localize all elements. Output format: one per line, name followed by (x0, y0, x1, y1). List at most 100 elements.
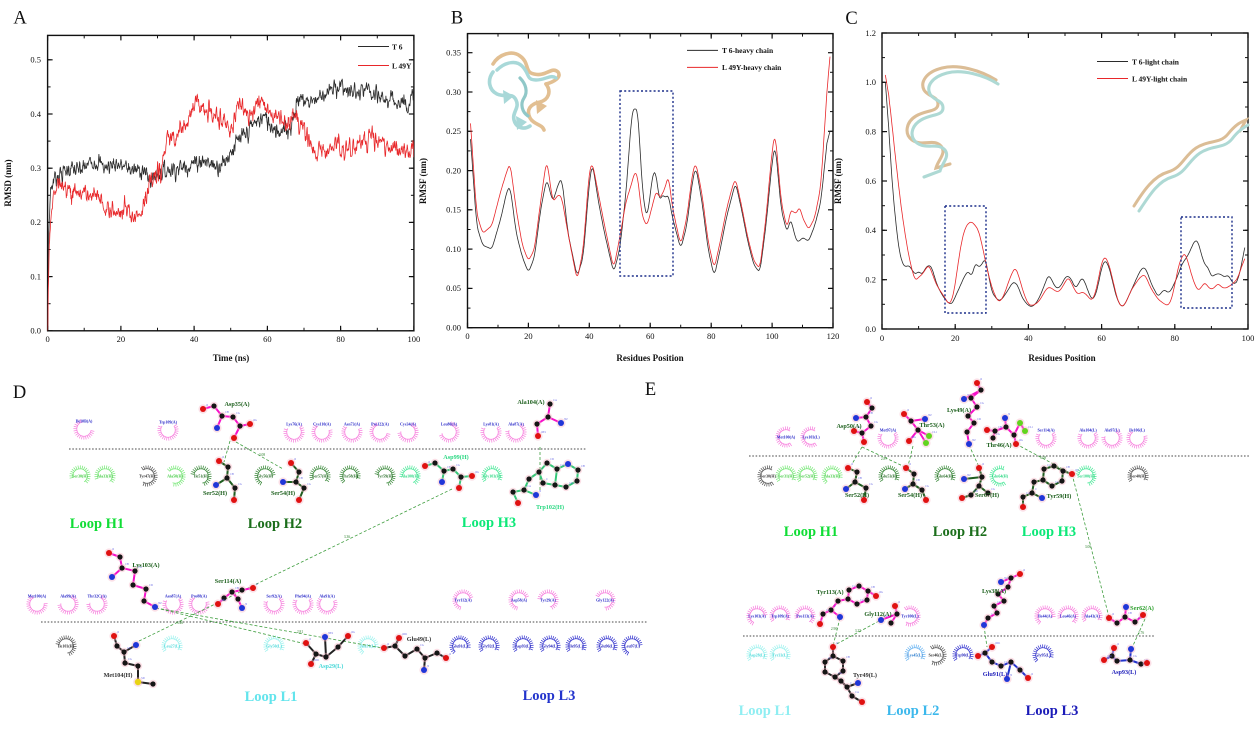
svg-text:1.0: 1.0 (865, 77, 876, 87)
svg-text:Ser57(H): Ser57(H) (312, 474, 328, 479)
svg-text:Lys103(A): Lys103(A) (748, 614, 766, 619)
svg-text:SD: SD (141, 677, 144, 680)
svg-text:3.46: 3.46 (177, 621, 183, 625)
svg-text:CB: CB (858, 477, 862, 480)
svg-text:CA: CA (855, 691, 859, 694)
svg-text:0.35: 0.35 (446, 48, 461, 58)
svg-text:Lys45(L): Lys45(L) (907, 653, 923, 658)
svg-text:CG: CG (991, 488, 995, 491)
svg-text:Trp90(L): Trp90(L) (955, 653, 971, 658)
svg-text:Asp28(L): Asp28(L) (749, 653, 766, 658)
svg-text:N: N (427, 665, 429, 668)
svg-text:Ala100(H): Ala100(H) (401, 474, 419, 479)
svg-text:60: 60 (263, 334, 272, 344)
svg-text:Loop H3: Loop H3 (1022, 524, 1076, 540)
svg-text:Ser40(H): Ser40(H) (1130, 474, 1146, 479)
svg-text:Loop L1: Loop L1 (739, 703, 792, 719)
svg-text:O: O (836, 642, 838, 645)
svg-text:C: C (845, 9, 857, 29)
svg-text:Met100(A): Met100(A) (28, 594, 47, 599)
svg-text:Phe94(A): Phe94(A) (295, 594, 312, 599)
svg-text:CL1: CL1 (932, 431, 937, 434)
svg-text:20: 20 (117, 334, 126, 344)
svg-text:Trp109(A): Trp109(A) (159, 420, 178, 425)
svg-text:0.6: 0.6 (865, 176, 876, 186)
svg-text:Tyr47(H): Tyr47(H) (139, 474, 156, 479)
svg-text:OG: OG (1019, 439, 1023, 442)
svg-text:Ala33(H): Ala33(H) (97, 474, 113, 479)
svg-text:CB: CB (127, 647, 131, 650)
svg-text:CG: CG (838, 672, 842, 675)
svg-text:Ser114(A): Ser114(A) (1037, 428, 1055, 433)
svg-text:Ser52(H): Ser52(H) (799, 474, 815, 479)
svg-text:OD1: OD1 (402, 633, 408, 636)
svg-text:Leu80(A): Leu80(A) (441, 422, 458, 427)
svg-text:Ser54(H): Ser54(H) (898, 492, 922, 499)
svg-text:Loop L3: Loop L3 (1026, 703, 1079, 719)
svg-text:40: 40 (585, 331, 594, 341)
svg-text:0: 0 (880, 333, 884, 343)
svg-text:0.25: 0.25 (446, 126, 461, 136)
svg-text:CG: CG (569, 482, 573, 485)
svg-text:CG: CG (874, 421, 878, 424)
svg-text:Thr32C(A): Thr32C(A) (87, 594, 107, 599)
svg-text:Asp58(A): Asp58(A) (511, 598, 528, 603)
svg-text:2.81: 2.81 (297, 630, 303, 634)
svg-text:Asp99(H): Asp99(H) (443, 454, 468, 461)
svg-text:OG: OG (912, 436, 916, 439)
svg-text:D: D (13, 383, 26, 403)
svg-text:L 49Y-heavy chain: L 49Y-heavy chain (722, 63, 782, 72)
svg-text:N: N (1010, 674, 1012, 677)
svg-text:Tyr112(A): Tyr112(A) (454, 598, 472, 603)
svg-text:Lys38(A): Lys38(A) (982, 588, 1006, 595)
svg-text:Asp50(A): Asp50(A) (836, 423, 861, 430)
svg-text:Tyr113(A): Tyr113(A) (816, 589, 843, 596)
svg-text:O: O (1117, 643, 1119, 646)
svg-text:80: 80 (707, 331, 716, 341)
svg-text:Loop H1: Loop H1 (70, 516, 124, 532)
svg-text:0.8: 0.8 (865, 126, 876, 136)
svg-text:Cys110(A): Cys110(A) (313, 422, 331, 427)
svg-text:0: 0 (45, 334, 49, 344)
svg-text:Gly112(A): Gly112(A) (864, 611, 891, 618)
svg-text:Asn73(A): Asn73(A) (344, 422, 361, 427)
svg-text:0.00: 0.00 (446, 323, 461, 333)
svg-text:N: N (539, 490, 541, 493)
svg-text:Lys76(A): Lys76(A) (286, 422, 302, 427)
svg-text:100: 100 (766, 331, 779, 341)
svg-text:Residues Position: Residues Position (616, 353, 683, 363)
svg-text:Leu97(L): Leu97(L) (624, 644, 641, 649)
svg-text:0.20: 0.20 (446, 165, 461, 175)
svg-text:O: O (907, 409, 909, 412)
svg-text:Met100(A): Met100(A) (777, 435, 796, 440)
svg-text:N: N (245, 603, 247, 606)
svg-text:Gly92(L): Gly92(L) (481, 644, 497, 649)
svg-text:OG: OG (879, 591, 883, 594)
svg-text:CG: CG (456, 464, 460, 467)
svg-text:T 6: T 6 (392, 42, 403, 51)
svg-text:O: O (112, 548, 114, 551)
svg-text:CD: CD (977, 418, 981, 421)
svg-text:CD: CD (149, 584, 153, 587)
svg-text:3.06: 3.06 (1085, 545, 1091, 549)
svg-text:CA: CA (1026, 492, 1030, 495)
svg-text:CG: CG (1138, 617, 1142, 620)
svg-text:0.4: 0.4 (865, 225, 876, 235)
svg-text:Time (ns): Time (ns) (213, 353, 250, 363)
svg-text:Lys81(A): Lys81(A) (483, 422, 499, 427)
svg-text:Ser30(H): Ser30(H) (760, 474, 776, 479)
svg-text:O: O (870, 397, 872, 400)
svg-text:0.05: 0.05 (446, 283, 461, 293)
svg-text:E: E (645, 380, 656, 400)
svg-text:CG: CG (138, 566, 142, 569)
svg-text:0.4: 0.4 (30, 109, 41, 119)
svg-text:OE1: OE1 (221, 599, 226, 602)
svg-text:CB: CB (581, 465, 585, 468)
svg-text:OG: OG (1075, 469, 1079, 472)
svg-text:CG: CG (996, 433, 1000, 436)
svg-text:Tyr49(L): Tyr49(L) (853, 672, 877, 679)
svg-text:Gln64(H): Gln64(H) (992, 474, 1009, 479)
svg-text:Tyr59(H): Tyr59(H) (1047, 493, 1072, 500)
svg-text:C: C (991, 613, 993, 616)
svg-text:Ser54(H): Ser54(H) (271, 490, 295, 497)
